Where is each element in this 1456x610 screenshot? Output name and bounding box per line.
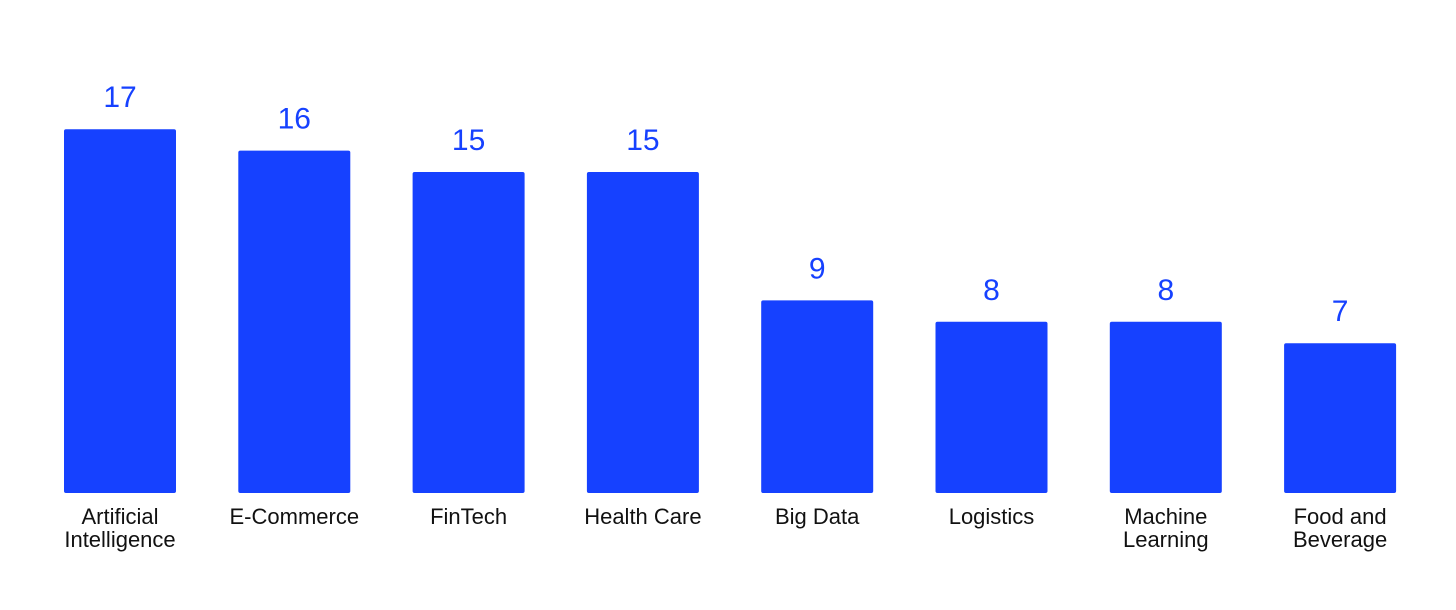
bar [586,172,699,493]
bar [1284,343,1397,493]
category-label: Logistics [949,504,1035,529]
bar [935,321,1048,493]
data-label: 7 [1332,295,1349,328]
bar [412,172,525,493]
category-label: E-Commerce [230,504,360,529]
bar [761,300,874,493]
bar [64,129,176,493]
category-label-line: Machine [1124,504,1207,529]
data-label: 17 [103,81,136,114]
bar [238,150,351,493]
data-label: 15 [452,124,485,157]
category-label: Big Data [775,504,860,529]
category-label: Food and Beverage [1293,504,1387,552]
category-label: Artificial Intelligence [64,504,175,552]
category-label-line: Beverage [1293,527,1387,552]
data-label: 8 [1157,274,1174,307]
category-label-line: Big Data [775,504,860,529]
category-label-line: E-Commerce [230,504,360,529]
category-label: Machine Learning [1123,504,1209,552]
data-label: 9 [809,252,826,285]
category-label-line: Learning [1123,527,1209,552]
category-label-line: Artificial [81,504,158,529]
category-label-line: Health Care [584,504,701,529]
category-label-line: Intelligence [64,527,175,552]
category-label: Health Care [584,504,701,529]
data-label: 16 [278,103,311,136]
data-label: 8 [983,274,1000,307]
category-label-line: Logistics [949,504,1035,529]
category-label: FinTech [430,504,507,529]
category-label-line: Food and [1294,504,1387,529]
data-label: 15 [626,124,659,157]
bar [1109,321,1222,493]
category-label-line: FinTech [430,504,507,529]
